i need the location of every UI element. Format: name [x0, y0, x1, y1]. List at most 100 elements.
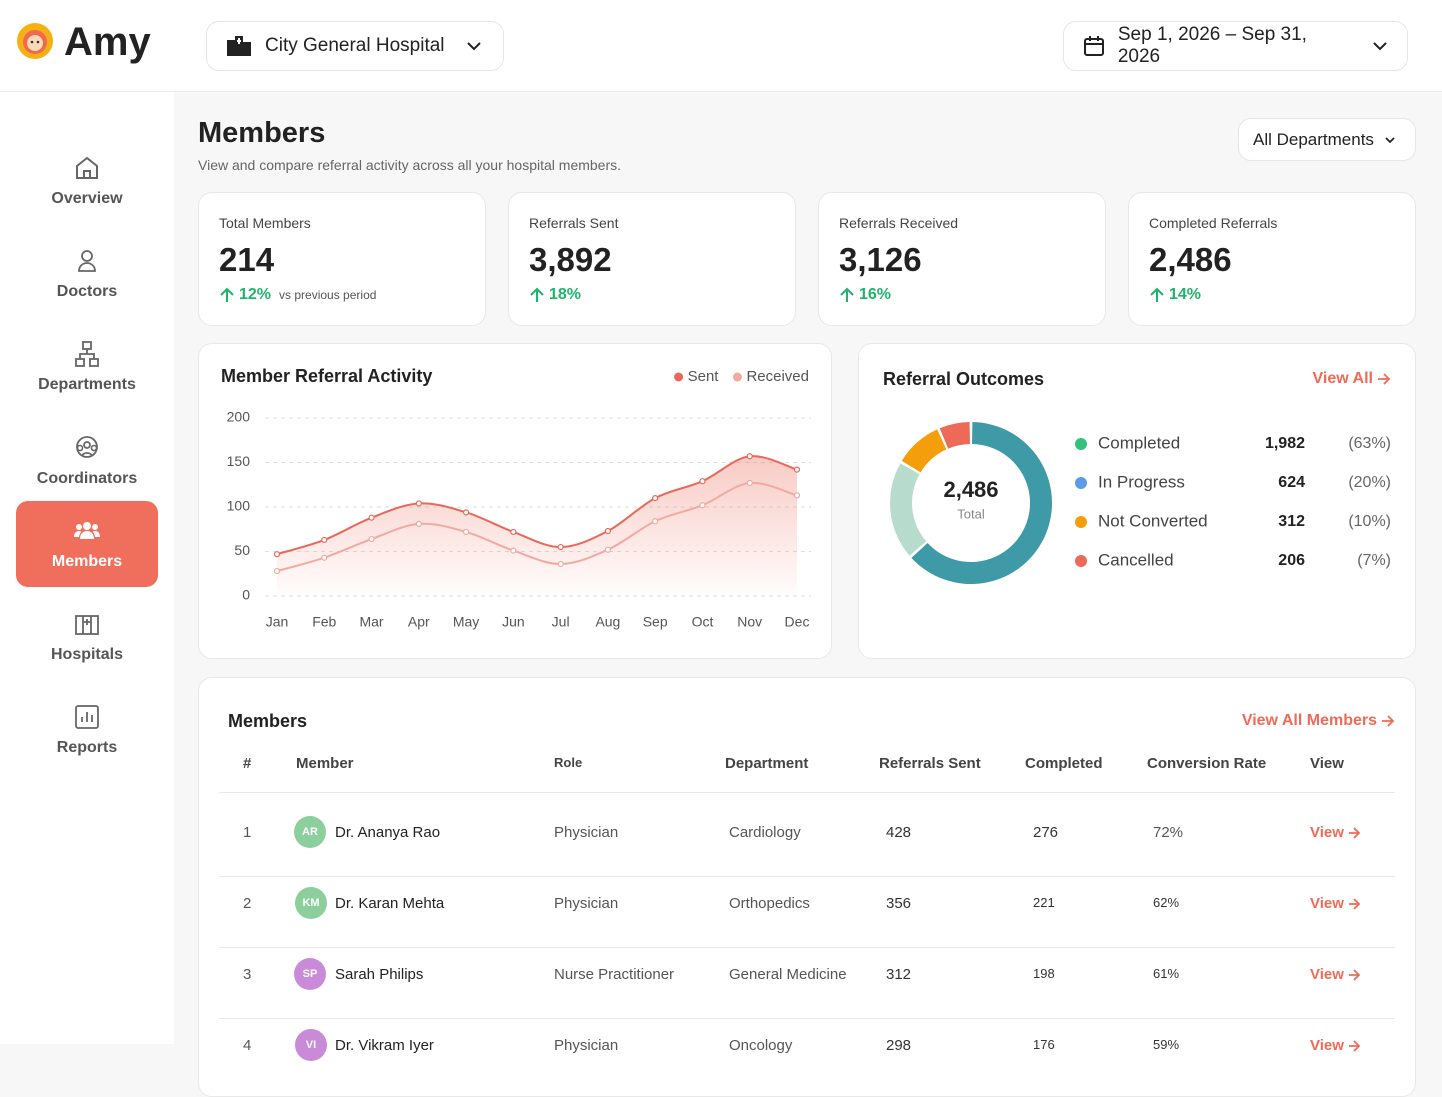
x-tick-label: Sep — [643, 614, 668, 630]
point — [604, 546, 612, 553]
nav-icon — [76, 156, 98, 179]
cell: 2 — [243, 895, 251, 912]
point — [793, 492, 801, 499]
nav-label: Doctors — [56, 283, 118, 300]
view-all-members-link[interactable]: View All Members — [1242, 712, 1395, 730]
nav-icon — [78, 250, 96, 272]
point — [273, 567, 281, 575]
nav-label: Hospitals — [50, 646, 123, 663]
view-link[interactable]: View — [1310, 966, 1361, 983]
point — [699, 478, 706, 485]
cell: Physician — [554, 895, 618, 912]
cell-text: 356 — [886, 895, 912, 912]
chevron — [1373, 42, 1387, 51]
cell: 3 — [243, 966, 251, 983]
point — [557, 560, 564, 568]
legend-value: 624 — [1278, 474, 1305, 491]
y-tick-label: 0 — [242, 587, 250, 603]
cell: General Medicine — [729, 966, 847, 983]
page-subtitle: View and compare referral activity acros… — [198, 157, 622, 173]
cell: 276 — [1033, 824, 1058, 841]
cell-text: View — [1310, 1037, 1344, 1054]
cell: 428 — [886, 824, 911, 841]
link-text: View All — [1312, 370, 1373, 387]
point — [273, 551, 281, 558]
legend-label: Received — [746, 368, 809, 385]
logo-icon — [17, 23, 53, 59]
up-arrow — [530, 287, 544, 302]
legend-percent: (7%) — [1357, 552, 1391, 569]
nav-item[interactable]: Reports — [16, 687, 158, 773]
stat-card: Completed Referrals 2,486 14% — [1128, 192, 1416, 326]
cell: 221 — [1033, 895, 1055, 910]
nav-label: Departments — [38, 376, 136, 393]
arrow — [1348, 897, 1361, 910]
cell-text: 2 — [243, 895, 252, 912]
stat-card: Total Members 214 12% vs previous period — [198, 192, 486, 326]
point — [415, 500, 422, 507]
cell-text: Physician — [554, 824, 619, 841]
stat-value: 214 — [219, 241, 275, 278]
nav-item[interactable]: Coordinators — [16, 418, 158, 504]
legend-label: Not Converted — [1098, 511, 1208, 530]
up-arrow — [220, 287, 234, 302]
member-name: Dr. Ananya Rao — [335, 824, 441, 841]
point — [368, 535, 375, 543]
cell-text: 4 — [243, 1037, 252, 1054]
nav-item[interactable]: Hospitals — [16, 594, 158, 680]
arrow — [1348, 826, 1361, 839]
cell-text: 72% — [1153, 824, 1184, 841]
stat-label: Completed Referrals — [1149, 215, 1278, 231]
legend-marker — [732, 372, 742, 382]
date-select[interactable]: Sep 1, 2026 – Sep 31, 2026 — [1063, 21, 1408, 71]
cell-text: 1 — [243, 824, 252, 841]
stat-change: 18% — [529, 286, 581, 304]
cell: 298 — [886, 1037, 911, 1054]
change-value: 18% — [549, 286, 582, 303]
point — [652, 495, 659, 502]
department-filter[interactable]: All Departments — [1238, 118, 1416, 161]
brand: Amy — [64, 20, 151, 64]
change-value: 14% — [1169, 286, 1202, 303]
cell-text: 176 — [1033, 1037, 1055, 1052]
link-text: View All Members — [1241, 712, 1377, 729]
stat-card: Referrals Sent 3,892 18% — [508, 192, 796, 326]
donut-segment — [890, 463, 927, 556]
view-link[interactable]: View — [1310, 824, 1361, 841]
legend-value: 312 — [1278, 513, 1305, 530]
cell-text: General Medicine — [729, 966, 847, 983]
cell: Cardiology — [729, 824, 801, 841]
avatar: AR — [294, 816, 326, 848]
point — [510, 547, 517, 554]
nav-item[interactable]: Overview — [16, 138, 158, 224]
point — [604, 527, 612, 535]
nav-icon — [75, 615, 99, 635]
x-tick-label: Oct — [692, 614, 714, 630]
member-name: Sarah Philips — [335, 966, 424, 983]
up-arrow — [1150, 287, 1164, 302]
x-tick-label: Nov — [737, 614, 762, 630]
view-link[interactable]: View — [1310, 1037, 1361, 1054]
nav-item[interactable]: Members — [16, 501, 158, 587]
cell-text: 59% — [1153, 1037, 1180, 1052]
line — [276, 481, 798, 573]
nav-icon — [76, 436, 98, 458]
activity-card: Member Referral Activity 0 50 100 150 200 Jan… — [198, 343, 832, 659]
nav-item[interactable]: Departments — [16, 324, 158, 410]
area — [277, 456, 797, 596]
stat-label: Total Members — [219, 215, 311, 231]
cell: 62% — [1153, 895, 1179, 910]
line-chart: Member Referral Activity 0 50 100 150 200 Jan… — [221, 366, 811, 630]
stat-value: 2,486 — [1149, 241, 1232, 278]
view-all-link[interactable]: View All — [1313, 370, 1391, 388]
legend-value: 206 — [1278, 552, 1305, 569]
hospital-select[interactable]: City General Hospital — [206, 21, 504, 71]
cell-text: 428 — [886, 824, 912, 841]
header-divider — [219, 792, 1395, 793]
x-tick-label: Jun — [502, 614, 525, 630]
view-link[interactable]: View — [1310, 895, 1361, 912]
nav-item[interactable]: Doctors — [16, 231, 158, 317]
cell-text: Physician — [554, 1037, 619, 1054]
cell: 61% — [1153, 966, 1179, 981]
cell: 1 — [243, 824, 251, 841]
